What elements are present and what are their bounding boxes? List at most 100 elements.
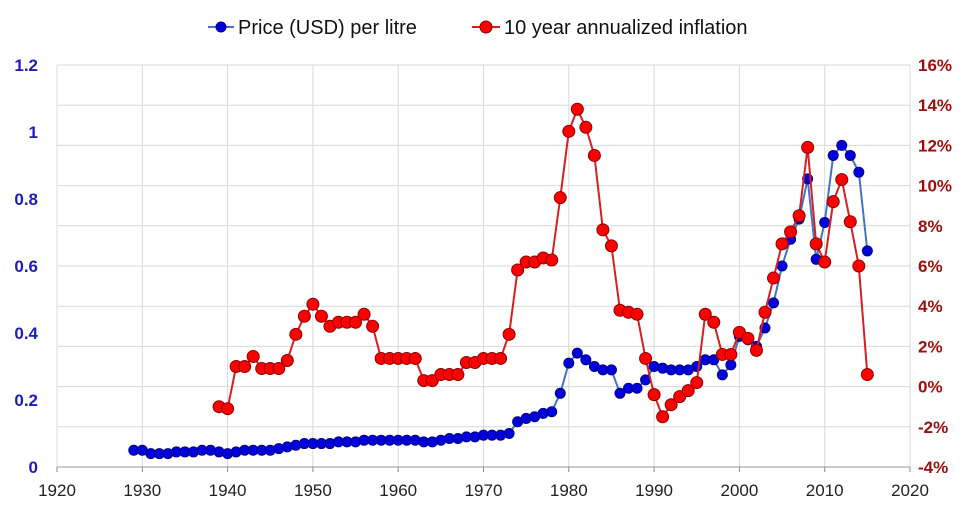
inflation-data-point [349,315,363,329]
inflation-data-point [784,225,798,239]
right-tick-label: 12% [918,136,952,155]
inflation-data-point [707,315,721,329]
right-tick-label: 2% [918,337,943,356]
inflation-data-point [596,223,610,237]
inflation-data-point [579,120,593,134]
price-data-point [614,387,626,399]
x-tick-label: 1940 [209,481,247,500]
inflation-data-point [366,319,380,333]
x-tick-label: 2010 [806,481,844,500]
inflation-data-point [656,410,670,424]
x-tick-label: 2000 [720,481,758,500]
inflation-data-point [647,388,661,402]
inflation-data-point [604,239,618,253]
left-tick-label: 0 [29,458,38,477]
inflation-data-point [741,331,755,345]
right-tick-label: 0% [918,378,943,397]
inflation-data-point [451,368,465,382]
inflation-data-point [553,191,567,205]
x-tick-label: 2020 [891,481,929,500]
left-tick-label: 0.2 [14,391,38,410]
x-tick-label: 1990 [635,481,673,500]
inflation-data-point [852,259,866,273]
legend-price-marker [215,21,227,33]
right-tick-label: -2% [918,418,948,437]
price-data-point [827,149,839,161]
price-data-point [554,387,566,399]
inflation-data-point [408,351,422,365]
inflation-data-point [681,384,695,398]
price-series-line [133,143,869,455]
price-data-point [716,369,728,381]
price-data-point [861,245,873,257]
axes: -4% -2% 0% 2% 4% 6% 8% 10% 12% 14% 16% 0 0.2 0.4 0.6 0.… [14,56,952,500]
right-tick-label: 4% [918,297,943,316]
price-data-point [691,361,703,372]
inflation-data-point [289,327,303,341]
inflation-data-point [809,237,823,251]
inflation-data-point [587,148,601,162]
inflation-data-point [280,353,294,367]
price-data-point [503,428,515,439]
x-tick-label: 1980 [550,481,588,500]
right-tick-label: 10% [918,177,952,196]
left-tick-label: 0.6 [14,257,38,276]
inflation-data-point [801,140,815,154]
inflation-data-point [639,351,653,365]
right-tick-label: 14% [918,96,952,115]
inflation-data-point [570,102,584,116]
price-data-point [571,347,583,359]
inflation-data-point [502,327,516,341]
price-data-point [605,364,617,376]
price-data-point [819,216,831,228]
right-tick-label: 8% [918,217,943,236]
inflation-data-point [860,368,874,382]
inflation-data-point [272,362,286,376]
inflation-data-point [545,253,559,267]
inflation-data-point [246,349,260,363]
inflation-data-point [843,215,857,229]
legend: Price (USD) per litre 10 year annualized… [208,17,748,39]
x-tick-label: 1950 [294,481,332,500]
price-data-point [580,354,592,366]
inflation-data-point [775,237,789,251]
price-data-point [853,166,865,178]
inflation-data-point [494,351,508,365]
inflation-data-point [562,124,576,138]
legend-inflation-label: 10 year annualized inflation [504,17,748,39]
inflation-data-point [306,297,320,311]
legend-price-label: Price (USD) per litre [238,17,417,39]
inflation-data-point [724,347,738,361]
x-tick-label: 1970 [465,481,503,500]
price-data-point [836,139,848,151]
series-layer [128,102,874,460]
x-tick-label: 1960 [379,481,417,500]
inflation-data-point [818,255,832,269]
inflation-data-point [826,195,840,209]
legend-inflation-marker [479,20,493,34]
x-tick-label: 1930 [123,481,161,500]
right-tick-label: 6% [918,257,943,276]
inflation-data-point [221,402,235,416]
left-tick-label: 1 [29,123,38,142]
right-tick-label: -4% [918,458,948,477]
x-tick-label: 1920 [38,481,76,500]
inflation-data-point [238,360,252,373]
inflation-data-point [664,398,678,412]
left-tick-label: 1.2 [14,56,38,75]
left-tick-label: 0.8 [14,190,38,209]
price-data-point [725,359,737,371]
inflation-data-point [511,263,525,277]
gridlines [56,64,911,468]
inflation-data-point [698,307,712,321]
inflation-data-point [690,376,704,390]
price-data-point [563,357,575,369]
price-data-point [768,297,780,309]
left-tick-label: 0.4 [14,324,38,343]
inflation-data-point [749,343,763,357]
price-data-point [546,406,558,418]
inflation-data-point [297,309,311,323]
inflation-data-point [314,309,328,323]
inflation-data-point [357,307,371,321]
